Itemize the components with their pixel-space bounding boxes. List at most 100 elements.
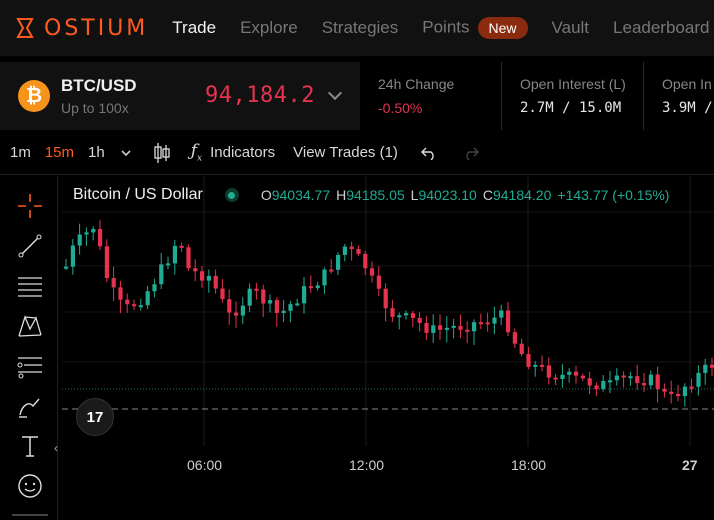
candle-body <box>608 380 613 383</box>
candle-body <box>356 249 361 254</box>
nav-explore[interactable]: Explore <box>240 18 298 37</box>
candle-body <box>315 285 320 289</box>
stat-label: Open Interest (L) <box>520 76 626 92</box>
candle-body <box>288 304 293 311</box>
candle-body <box>308 286 313 289</box>
candle-body <box>370 268 375 276</box>
close-label: C <box>482 187 493 203</box>
candle-body <box>336 254 341 270</box>
candle-body <box>444 327 449 330</box>
high-label: H <box>336 187 347 203</box>
redo-icon[interactable] <box>462 146 480 160</box>
nav-strategies[interactable]: Strategies <box>321 18 399 37</box>
candle-body <box>295 303 300 306</box>
candle-body <box>451 325 456 328</box>
candle-body <box>594 385 599 390</box>
candle-body <box>560 374 565 379</box>
candle-body <box>682 386 687 397</box>
ostium-logo[interactable]: OSTIUM <box>16 16 148 41</box>
candle-body <box>104 246 109 279</box>
time-label: 12:00 <box>349 457 385 473</box>
candle-body <box>478 322 483 325</box>
crosshair-icon[interactable] <box>16 192 44 220</box>
candle-body <box>302 286 307 304</box>
pair-selector[interactable]: ₿ BTC/USD Up to 100x 94,184.2 <box>0 62 360 130</box>
trend-line-icon[interactable] <box>16 232 44 260</box>
nav-leaderboard[interactable]: Leaderboard <box>613 18 710 37</box>
candle-body <box>458 325 463 330</box>
indicators-icon[interactable]: ƒx <box>190 141 203 164</box>
candle-body <box>132 304 137 307</box>
nav-vault[interactable]: Vault <box>551 18 590 37</box>
text-icon[interactable] <box>16 432 44 460</box>
candle-body <box>424 322 429 333</box>
candle-body <box>410 313 415 318</box>
high-value: 94185.05 <box>346 187 405 203</box>
candle-body <box>635 376 640 384</box>
stat-value: 3.9M / <box>662 100 713 116</box>
candle-body <box>696 372 701 387</box>
candle-body <box>492 317 497 324</box>
candle-body <box>512 332 517 344</box>
undo-icon[interactable] <box>420 146 438 160</box>
open-label: O <box>260 187 272 203</box>
nav-points[interactable]: Points New <box>422 17 528 39</box>
candle-body <box>526 353 531 367</box>
change-value: +143.77 (+0.15%) <box>557 187 670 203</box>
brush-icon[interactable] <box>16 392 44 420</box>
sidebar-divider <box>12 514 48 516</box>
stat-24h-change: 24h Change -0.50% <box>360 62 502 130</box>
candle-body <box>553 377 558 380</box>
view-trades-button[interactable]: View Trades (1) <box>293 144 398 161</box>
collapse-sidebar-icon[interactable]: ‹ <box>54 441 58 455</box>
candle-body <box>472 322 477 332</box>
brand-name: OSTIUM <box>44 15 149 41</box>
nav-trade[interactable]: Trade <box>172 18 217 37</box>
interval-15m[interactable]: 15m <box>44 144 75 161</box>
interval-1h[interactable]: 1h <box>88 144 105 161</box>
candle-body <box>111 278 116 288</box>
candle-body <box>404 313 409 316</box>
candle-body <box>390 308 395 317</box>
candlestick-type-icon[interactable] <box>153 142 171 164</box>
candle-body <box>125 299 130 305</box>
candle-body <box>200 271 205 281</box>
close-value: 94184.20 <box>492 187 552 203</box>
indicators-button[interactable]: Indicators <box>210 144 276 161</box>
candle-body <box>227 299 232 313</box>
fib-icon[interactable] <box>16 272 44 300</box>
candle-body <box>628 376 633 379</box>
chevron-down-icon[interactable] <box>327 85 343 101</box>
interval-1m[interactable]: 1m <box>10 144 31 161</box>
candle-body <box>118 287 123 300</box>
candle-body <box>710 364 714 368</box>
candle-body <box>247 288 252 306</box>
emoji-icon[interactable] <box>16 472 44 500</box>
drawing-tools-sidebar <box>0 176 58 520</box>
time-label: 06:00 <box>187 457 223 473</box>
ostium-logo-icon <box>16 18 34 38</box>
symbol-title[interactable]: Bitcoin / US Dollar <box>73 186 203 203</box>
candle-body <box>567 371 572 375</box>
candle-body <box>138 305 143 308</box>
chevron-down-icon[interactable] <box>121 149 131 157</box>
candle-body <box>234 312 239 316</box>
pattern-icon[interactable] <box>16 312 44 340</box>
new-badge: New <box>477 17 528 39</box>
market-header: ₿ BTC/USD Up to 100x 94,184.2 24h Change… <box>0 62 714 130</box>
candle-body <box>601 380 606 390</box>
candle-body <box>152 284 157 292</box>
tradingview-logo[interactable]: 17 <box>76 398 114 436</box>
market-status-icon <box>224 188 239 202</box>
price-chart[interactable] <box>62 176 714 520</box>
candle-body <box>703 364 708 373</box>
candle-body <box>329 269 334 272</box>
measure-icon[interactable] <box>16 352 44 380</box>
candle-body <box>240 305 245 316</box>
candle-body <box>383 288 388 309</box>
candle-body <box>213 275 218 289</box>
candle-body <box>91 229 96 233</box>
candle-body <box>417 317 422 323</box>
candle-body <box>254 288 259 291</box>
chart-legend: Bitcoin / US Dollar O 94034.77 H 94185.05 … <box>73 186 675 204</box>
